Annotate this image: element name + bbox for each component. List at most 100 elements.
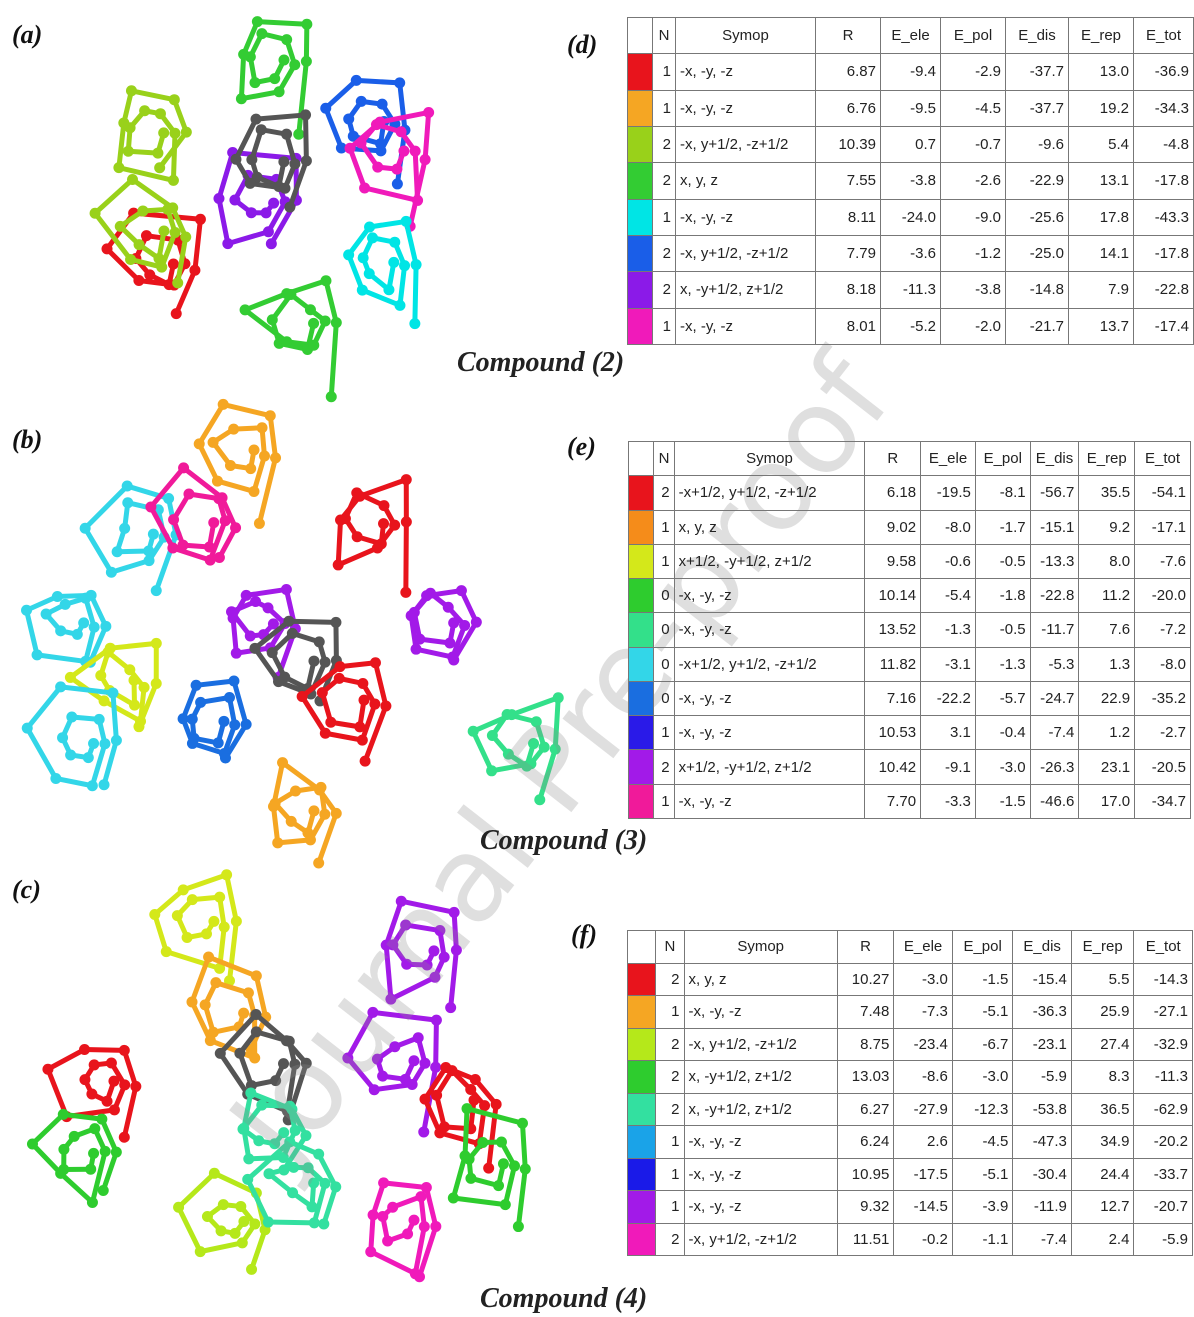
value-cell: 1 <box>653 308 676 344</box>
symop-cell: -x, -y, -z <box>676 308 816 344</box>
atom <box>195 1246 206 1257</box>
column-header: E_ele <box>921 442 976 476</box>
value-cell: -9.0 <box>941 199 1006 235</box>
atom <box>320 103 331 114</box>
atom <box>398 146 409 157</box>
atom <box>89 622 100 633</box>
atom <box>287 1187 298 1198</box>
value-cell: 12.7 <box>1071 1191 1134 1224</box>
value-cell: -23.1 <box>1013 1028 1072 1061</box>
atom <box>407 1079 418 1090</box>
table-row: 2-x, y+1/2, -z+1/210.390.7-0.7-9.65.4-4.… <box>628 126 1194 162</box>
value-cell: -35.2 <box>1135 681 1191 715</box>
atom <box>242 1174 253 1185</box>
atom <box>72 629 83 640</box>
value-cell: -36.9 <box>1134 54 1194 90</box>
atom <box>205 555 216 566</box>
atom <box>245 178 256 189</box>
atom <box>408 1055 419 1066</box>
bond <box>453 1198 505 1205</box>
atom <box>236 93 247 104</box>
value-cell: -3.1 <box>921 647 976 681</box>
bond <box>252 1230 266 1270</box>
value-cell: -1.1 <box>952 1223 1013 1256</box>
atom <box>52 591 63 602</box>
atom <box>309 1217 320 1228</box>
atom <box>218 399 229 410</box>
bond <box>386 945 391 999</box>
color-swatch <box>629 647 654 681</box>
bond <box>241 54 243 98</box>
atom <box>267 647 278 658</box>
atom <box>389 237 400 248</box>
table-row: 2-x, y+1/2, -z+1/211.51-0.2-1.1-7.42.4-5… <box>628 1223 1193 1256</box>
atom <box>281 129 292 140</box>
bond <box>268 1222 314 1223</box>
atom <box>79 1044 90 1055</box>
atom <box>88 738 99 749</box>
bond <box>227 875 237 921</box>
atom <box>158 226 169 237</box>
atom <box>168 259 179 270</box>
atom <box>326 391 337 402</box>
bond <box>173 133 175 180</box>
value-cell: 17.0 <box>1079 784 1135 818</box>
atom <box>449 907 460 918</box>
atom <box>430 1221 441 1232</box>
atom <box>456 585 467 596</box>
bond <box>512 698 559 715</box>
symop-cell: -x, -y, -z <box>684 1158 837 1191</box>
column-header: E_pol <box>941 18 1006 54</box>
atom <box>400 919 411 930</box>
value-cell: 1 <box>656 1126 684 1159</box>
color-swatch <box>628 235 653 271</box>
header-row: NSymopRE_eleE_polE_disE_repE_tot <box>628 18 1194 54</box>
value-cell: 8.75 <box>837 1028 894 1061</box>
atom <box>278 156 289 167</box>
atom <box>357 285 368 296</box>
bond <box>223 404 270 415</box>
atom <box>228 424 239 435</box>
color-swatch <box>628 996 656 1029</box>
atom <box>238 1216 249 1227</box>
value-cell: -0.2 <box>894 1223 953 1256</box>
value-cell: -23.4 <box>894 1028 953 1061</box>
atom <box>203 952 214 963</box>
atom <box>320 316 331 327</box>
column-header: E_ele <box>894 931 953 964</box>
value-cell: -3.0 <box>975 750 1030 784</box>
value-cell: -9.1 <box>921 750 976 784</box>
value-cell: 2 <box>654 750 674 784</box>
bond <box>338 548 377 565</box>
value-cell: 35.5 <box>1079 476 1135 510</box>
value-cell: -5.4 <box>921 579 976 613</box>
atom <box>401 216 412 227</box>
value-cell: 8.0 <box>1079 544 1135 578</box>
value-cell: 0 <box>654 613 674 647</box>
atom <box>201 928 212 939</box>
atom <box>434 925 445 936</box>
value-cell: -11.3 <box>881 272 941 308</box>
value-cell: -15.4 <box>1013 963 1072 996</box>
atom <box>208 916 219 927</box>
bond <box>183 875 226 890</box>
symop-cell: -x, y+1/2, -z+1/2 <box>676 235 816 271</box>
atom <box>333 559 344 570</box>
atom <box>468 726 479 737</box>
atom <box>58 1109 69 1120</box>
column-header: E_tot <box>1135 442 1191 476</box>
atom <box>156 262 167 273</box>
atom <box>55 625 66 636</box>
atom <box>359 182 370 193</box>
atom <box>422 959 433 970</box>
atom <box>378 500 389 511</box>
atom <box>107 687 118 698</box>
value-cell: 6.76 <box>816 90 881 126</box>
value-cell: 24.4 <box>1071 1158 1134 1191</box>
bond <box>270 416 275 458</box>
atom <box>231 648 242 659</box>
atom <box>377 99 388 110</box>
atom <box>307 1201 318 1212</box>
atom <box>65 672 76 683</box>
